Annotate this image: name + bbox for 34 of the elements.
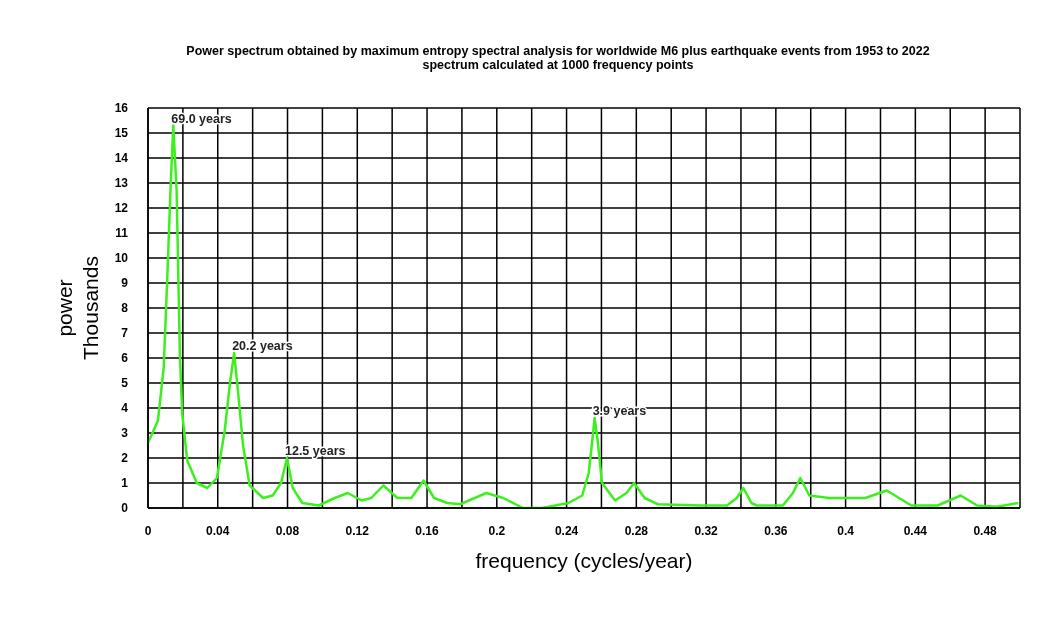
y-tick-label: 16	[114, 101, 129, 116]
y-tick-label: 8	[121, 301, 129, 316]
y-tick-label: 7	[121, 326, 129, 341]
y-tick-label: 5	[121, 376, 129, 391]
x-tick-label: 0.04	[206, 523, 230, 538]
y-tick-label: 10	[114, 251, 129, 266]
chart-title: Power spectrum obtained by maximum entropy spectral analysis for worldwide M6 plus earthquake events from 1953 to 2022	[185, 44, 931, 58]
chart-subtitle: spectrum calculated at 1000 frequency points	[421, 58, 695, 72]
x-tick-label: 0.4	[837, 523, 855, 538]
y-tick-label: 0	[121, 501, 129, 516]
y-tick-label: 11	[115, 226, 129, 241]
y-tick-label: 4	[121, 401, 129, 416]
y-tick-label: 12	[114, 201, 129, 216]
x-tick-label: 0.08	[275, 523, 300, 538]
x-tick-label: 0.32	[694, 523, 719, 538]
x-tick-label: 0.44	[903, 523, 928, 538]
y-tick-label: 3	[121, 426, 129, 441]
x-tick-label: 0.28	[624, 523, 649, 538]
x-tick-label: 0.24	[554, 523, 579, 538]
y-tick-label: 14	[114, 151, 129, 166]
x-tick-label: 0.12	[345, 523, 370, 538]
y-axis-title: power Thousands	[53, 256, 102, 360]
x-tick-label: 0.48	[973, 523, 998, 538]
x-tick-label: 0.2	[488, 523, 506, 538]
y-tick-label: 13	[114, 176, 129, 191]
y-tick-label: 15	[114, 126, 129, 141]
x-tick-label: 0.36	[764, 523, 788, 538]
y-tick-label: 2	[121, 451, 129, 466]
y-tick-label: 1	[121, 476, 129, 491]
y-tick-label: 6	[121, 351, 129, 366]
x-tick-label: 0	[144, 523, 152, 538]
y-tick-label: 9	[121, 276, 129, 291]
x-axis-title: frequency (cycles/year)	[475, 549, 693, 572]
x-tick-label: 0.16	[415, 523, 440, 538]
